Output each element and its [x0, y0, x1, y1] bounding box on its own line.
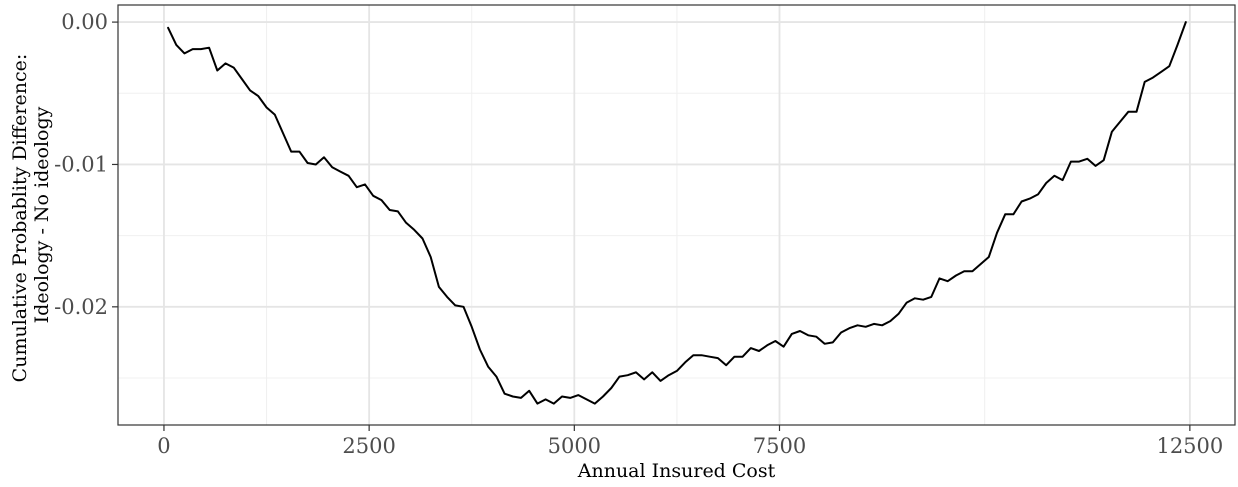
- x-tick-label: 2500: [342, 434, 395, 458]
- x-tick-label: 5000: [548, 434, 601, 458]
- x-tick-label: 12500: [1156, 434, 1223, 458]
- y-tick-label: -0.01: [54, 152, 108, 176]
- y-tick-label: 0.00: [61, 10, 108, 34]
- y-tick-label: -0.02: [54, 295, 108, 319]
- minor-gridlines: [118, 5, 1235, 425]
- major-gridlines: [118, 5, 1235, 425]
- y-axis-title: Cumulative Probablity Difference: Ideolo…: [9, 48, 53, 383]
- series-line: [167, 21, 1187, 405]
- y-axis-title-line-2: Ideology - No ideology: [31, 106, 53, 323]
- y-axis-title-line-1: Cumulative Probablity Difference:: [9, 54, 31, 383]
- x-axis-title: Annual Insured Cost: [577, 460, 776, 482]
- x-axis: 0 2500 5000 7500 12500: [157, 425, 1223, 458]
- plot-panel-border: [117, 4, 1236, 426]
- x-tick-label: 7500: [753, 434, 806, 458]
- y-axis: 0.00 -0.01 -0.02: [54, 10, 118, 319]
- x-tick-label: 0: [157, 434, 170, 458]
